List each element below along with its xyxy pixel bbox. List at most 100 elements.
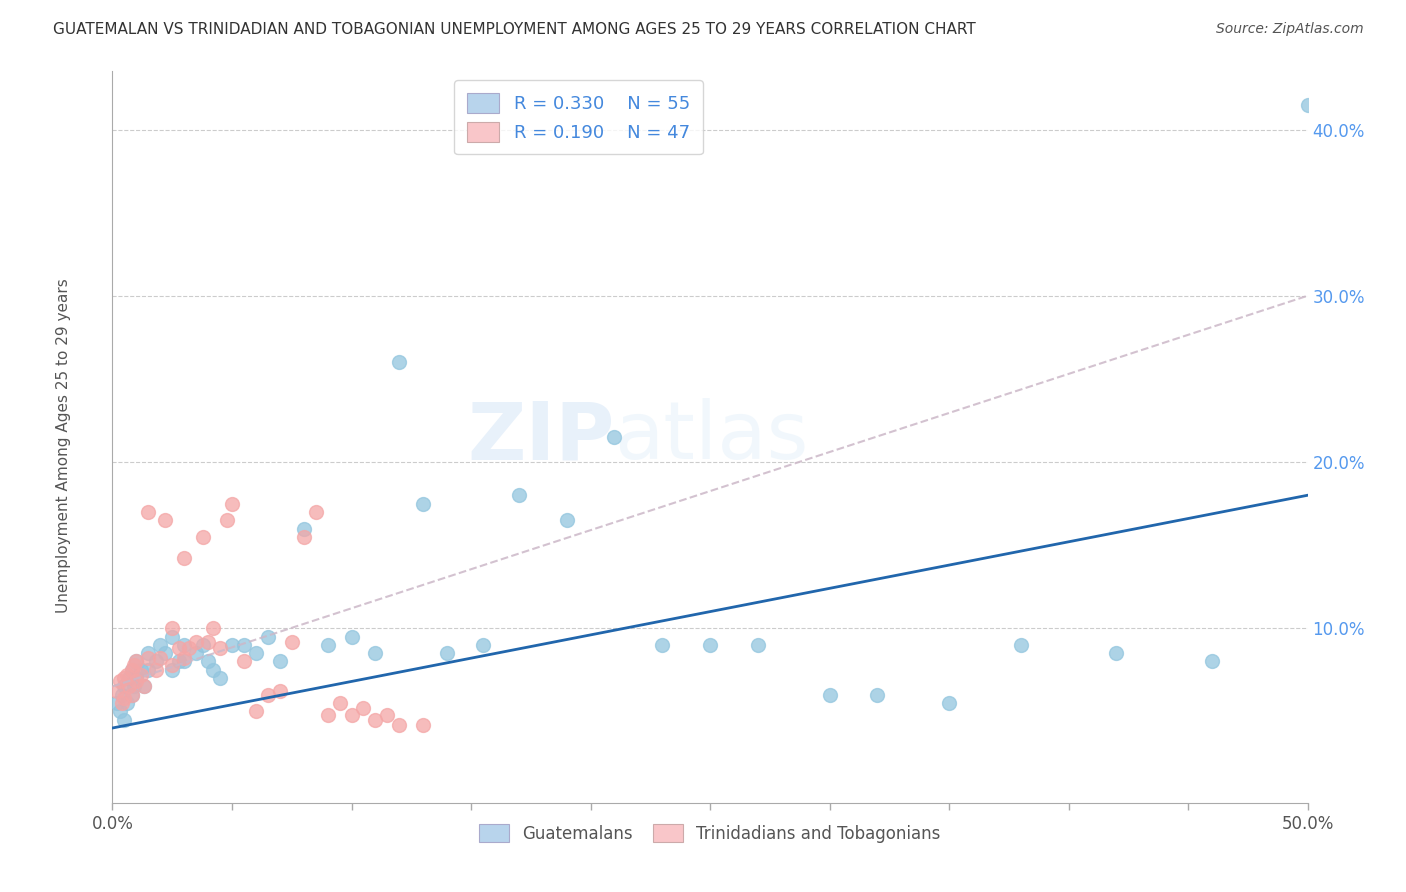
- Text: atlas: atlas: [614, 398, 808, 476]
- Point: [197, 634, 219, 648]
- Point: [221, 638, 243, 652]
- Point: [177, 641, 200, 656]
- Point: [125, 674, 148, 689]
- Point: [269, 655, 291, 669]
- Point: [245, 646, 267, 660]
- Text: Unemployment Among Ages 25 to 29 years: Unemployment Among Ages 25 to 29 years: [56, 278, 70, 614]
- Point: [114, 713, 135, 727]
- Point: [149, 651, 172, 665]
- Point: [125, 655, 148, 669]
- Point: [121, 663, 143, 677]
- Point: [233, 655, 256, 669]
- Point: [162, 621, 183, 635]
- Point: [377, 707, 399, 722]
- Point: [747, 638, 769, 652]
- Point: [245, 705, 267, 719]
- Point: [329, 696, 352, 710]
- Point: [115, 667, 138, 681]
- Point: [121, 663, 143, 677]
- Point: [105, 696, 128, 710]
- Point: [108, 674, 131, 689]
- Point: [153, 513, 176, 527]
- Point: [125, 655, 148, 669]
- Point: [866, 688, 889, 702]
- Point: [162, 630, 183, 644]
- Point: [122, 680, 145, 694]
- Point: [412, 717, 434, 731]
- Point: [292, 530, 315, 544]
- Point: [129, 663, 152, 677]
- Point: [114, 691, 135, 706]
- Legend: Guatemalans, Trinidadians and Tobagonians: Guatemalans, Trinidadians and Tobagonian…: [472, 817, 948, 849]
- Point: [257, 688, 280, 702]
- Point: [340, 630, 363, 644]
- Point: [129, 667, 152, 681]
- Point: [173, 551, 195, 566]
- Point: [197, 655, 219, 669]
- Text: ZIP: ZIP: [467, 398, 614, 476]
- Point: [115, 696, 138, 710]
- Point: [201, 621, 224, 635]
- Point: [209, 671, 232, 685]
- Point: [412, 497, 434, 511]
- Point: [162, 663, 183, 677]
- Point: [114, 671, 135, 685]
- Point: [233, 638, 256, 652]
- Point: [1296, 97, 1319, 112]
- Point: [145, 663, 167, 677]
- Point: [699, 638, 721, 652]
- Point: [186, 646, 208, 660]
- Point: [555, 513, 578, 527]
- Point: [118, 671, 141, 685]
- Point: [122, 657, 145, 672]
- Point: [1010, 638, 1032, 652]
- Point: [340, 707, 363, 722]
- Point: [388, 355, 411, 369]
- Text: GUATEMALAN VS TRINIDADIAN AND TOBAGONIAN UNEMPLOYMENT AMONG AGES 25 TO 29 YEARS : GUATEMALAN VS TRINIDADIAN AND TOBAGONIAN…: [53, 22, 976, 37]
- Point: [364, 713, 387, 727]
- Point: [209, 641, 232, 656]
- Point: [193, 638, 215, 652]
- Point: [269, 684, 291, 698]
- Point: [132, 680, 155, 694]
- Point: [651, 638, 673, 652]
- Point: [316, 707, 339, 722]
- Point: [173, 651, 195, 665]
- Point: [118, 680, 141, 694]
- Point: [138, 646, 160, 660]
- Point: [114, 680, 135, 694]
- Point: [603, 430, 626, 444]
- Point: [173, 638, 195, 652]
- Point: [305, 505, 328, 519]
- Point: [121, 688, 143, 702]
- Point: [316, 638, 339, 652]
- Point: [352, 701, 374, 715]
- Point: [125, 671, 148, 685]
- Point: [169, 655, 191, 669]
- Point: [292, 521, 315, 535]
- Point: [257, 630, 280, 644]
- Point: [388, 717, 411, 731]
- Point: [818, 688, 841, 702]
- Point: [173, 655, 195, 669]
- Point: [108, 705, 131, 719]
- Point: [121, 688, 143, 702]
- Point: [364, 646, 387, 660]
- Point: [132, 680, 155, 694]
- Text: Source: ZipAtlas.com: Source: ZipAtlas.com: [1216, 22, 1364, 37]
- Point: [138, 651, 160, 665]
- Point: [145, 655, 167, 669]
- Point: [138, 663, 160, 677]
- Point: [149, 638, 172, 652]
- Point: [153, 646, 176, 660]
- Point: [138, 505, 160, 519]
- Point: [508, 488, 530, 502]
- Point: [472, 638, 495, 652]
- Point: [436, 646, 458, 660]
- Point: [201, 663, 224, 677]
- Point: [217, 513, 239, 527]
- Point: [169, 641, 191, 656]
- Point: [162, 657, 183, 672]
- Point: [186, 634, 208, 648]
- Point: [281, 634, 304, 648]
